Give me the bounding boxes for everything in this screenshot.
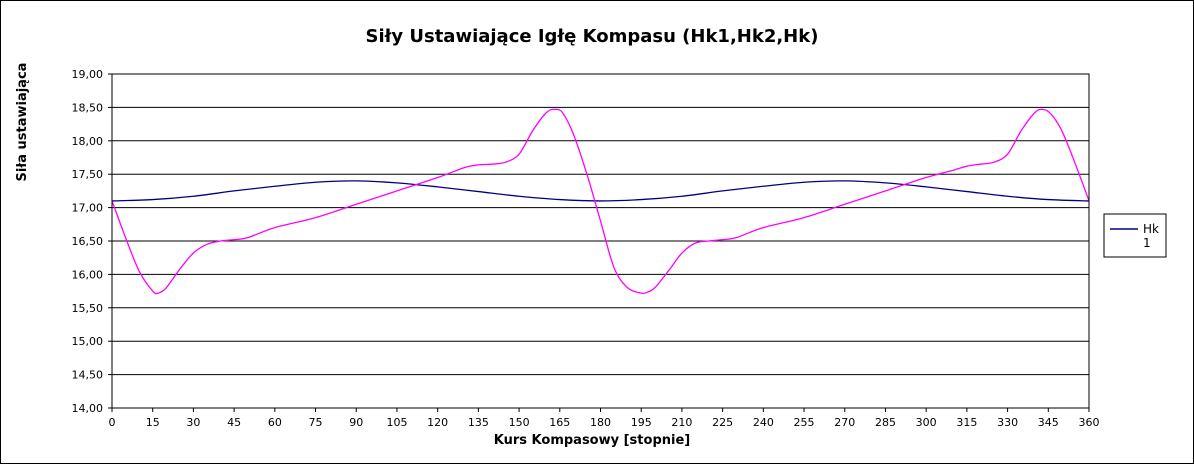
x-tick-label: 45 bbox=[227, 416, 241, 429]
x-tick-label: 285 bbox=[875, 416, 896, 429]
y-tick-label: 14,50 bbox=[72, 369, 104, 382]
x-tick-label: 0 bbox=[109, 416, 116, 429]
x-axis-title: Kurs Kompasowy [stopnie] bbox=[494, 433, 690, 448]
plot-area-border bbox=[111, 73, 1090, 409]
y-tick-label: 16,00 bbox=[72, 268, 104, 281]
x-tick-label: 180 bbox=[590, 416, 611, 429]
y-tick-label: 18,00 bbox=[72, 135, 104, 148]
x-tick-label: 165 bbox=[549, 416, 570, 429]
y-tick-label: 19,00 bbox=[72, 68, 104, 81]
x-tick-label: 15 bbox=[146, 416, 160, 429]
x-tick-label: 135 bbox=[468, 416, 489, 429]
legend: Hk 1 bbox=[1103, 213, 1167, 258]
gridlines bbox=[108, 73, 1089, 409]
x-tick-label: 330 bbox=[997, 416, 1018, 429]
y-tick-label: 18,50 bbox=[72, 101, 104, 114]
x-tick-label: 225 bbox=[712, 416, 733, 429]
y-axis-title: Siła ustawiająca bbox=[15, 63, 30, 182]
x-tick-label: 120 bbox=[427, 416, 448, 429]
series-line-hk1 bbox=[111, 180, 1090, 202]
x-tick-label: 210 bbox=[671, 416, 692, 429]
y-tick-label: 16,50 bbox=[72, 235, 104, 248]
x-tick-labels: 0 15 30 45 60 75 90 105 120 135 150 165 180 195 210 225… bbox=[109, 408, 1100, 429]
x-tick-label: 360 bbox=[1079, 416, 1100, 429]
series-line-magenta bbox=[111, 108, 1090, 295]
x-tick-label: 270 bbox=[834, 416, 855, 429]
y-tick-labels: 14,00 14,50 15,00 15,50 16,00 16,50 17,00 17,50… bbox=[72, 68, 104, 415]
x-tick-label: 75 bbox=[309, 416, 323, 429]
chart-title: Siły Ustawiające Igłę Kompasu (Hk1,Hk2,H… bbox=[366, 26, 819, 47]
x-tick-label: 105 bbox=[386, 416, 407, 429]
y-tick-label: 17,00 bbox=[72, 202, 104, 215]
y-tick-label: 17,50 bbox=[72, 168, 104, 181]
x-tick-label: 300 bbox=[916, 416, 937, 429]
y-tick-label: 15,50 bbox=[72, 302, 104, 315]
x-tick-label: 255 bbox=[794, 416, 815, 429]
x-tick-label: 150 bbox=[509, 416, 530, 429]
legend-label-line1: Hk bbox=[1143, 222, 1159, 236]
x-tick-label: 240 bbox=[753, 416, 774, 429]
y-tick-label: 15,00 bbox=[72, 335, 104, 348]
x-tick-label: 345 bbox=[1038, 416, 1059, 429]
x-tick-label: 315 bbox=[956, 416, 977, 429]
y-tick-label: 14,00 bbox=[72, 402, 104, 415]
plot-series bbox=[111, 108, 1090, 295]
legend-label-line2: 1 bbox=[1143, 236, 1151, 250]
legend-box bbox=[1103, 213, 1167, 258]
x-tick-label: 90 bbox=[349, 416, 363, 429]
x-tick-label: 30 bbox=[186, 416, 200, 429]
x-tick-label: 195 bbox=[631, 416, 652, 429]
x-tick-label: 60 bbox=[268, 416, 282, 429]
